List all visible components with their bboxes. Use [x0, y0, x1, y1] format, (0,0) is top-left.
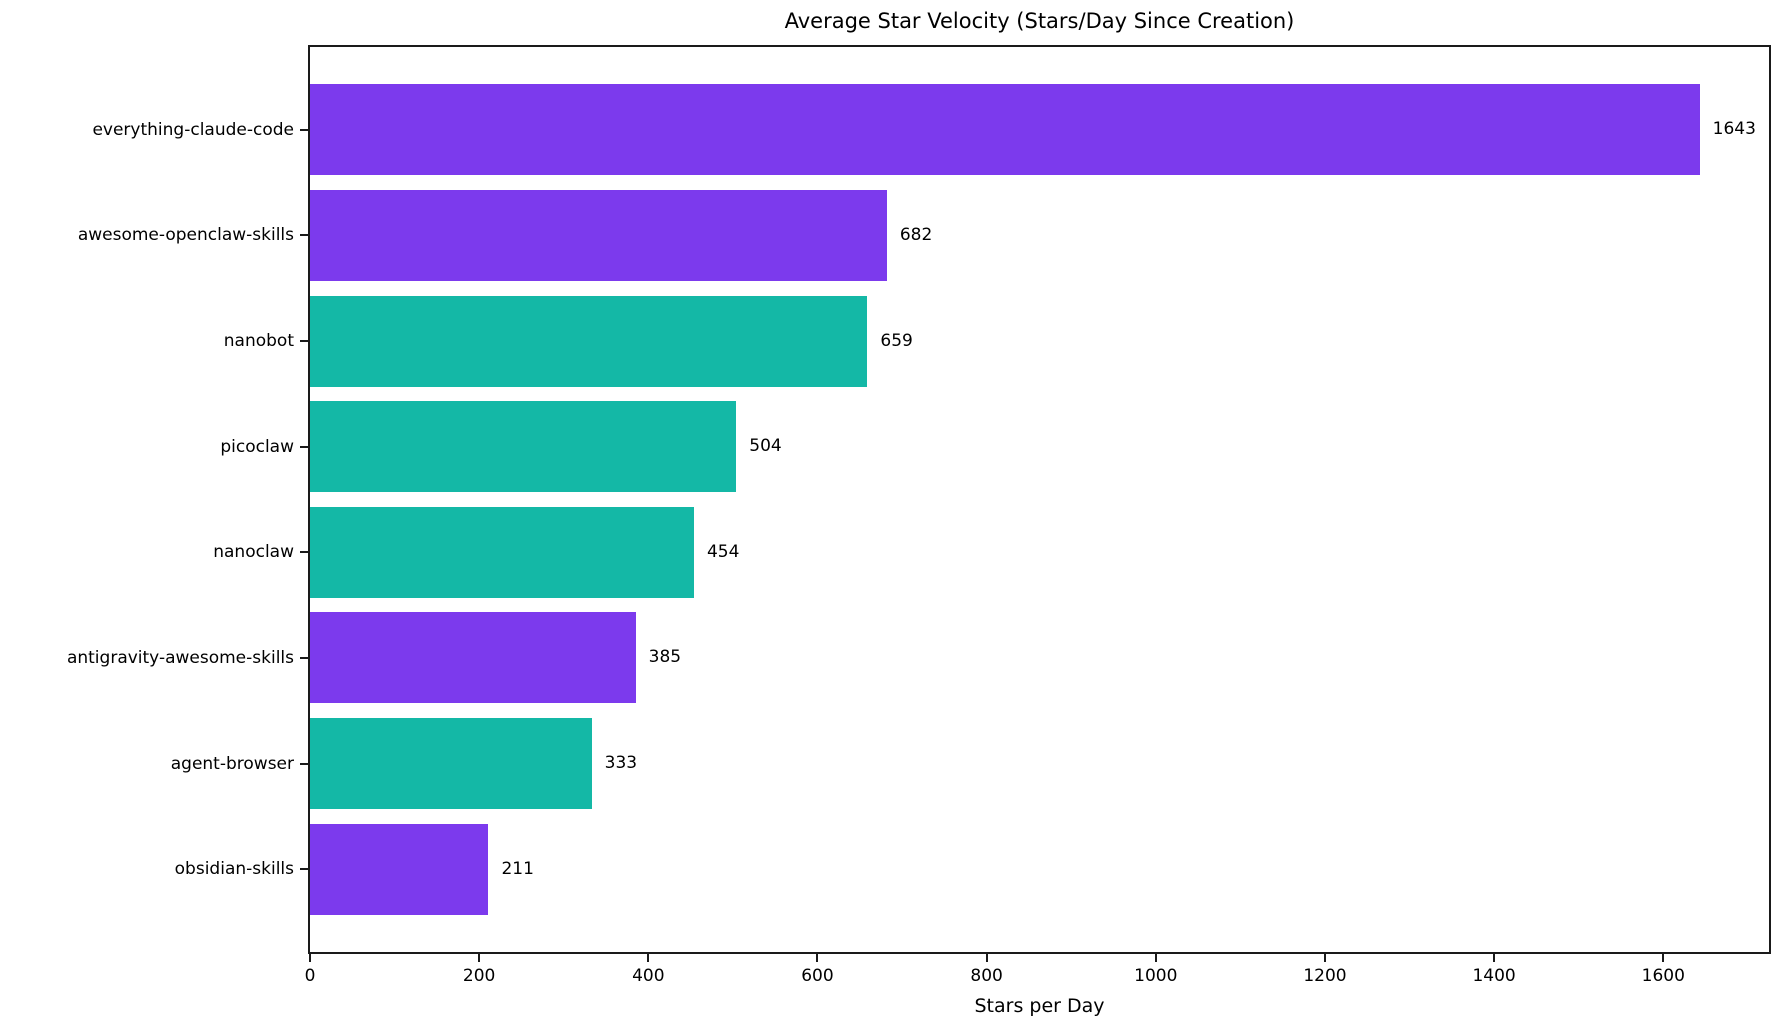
bar-awesome-openclaw-skills: [310, 189, 887, 281]
x-tick-mark: [1662, 954, 1665, 962]
y-tick-mark: [300, 445, 308, 448]
x-tick-label: 1400: [1472, 966, 1516, 986]
chart-title: Average Star Velocity (Stars/Day Since C…: [784, 9, 1295, 33]
bar-agent-browser: [310, 718, 592, 810]
x-tick-label: 1600: [1641, 966, 1685, 986]
x-tick-mark: [816, 954, 819, 962]
x-tick-label: 1000: [1134, 966, 1178, 986]
y-tick-mark: [300, 340, 308, 343]
x-tick-label: 200: [462, 966, 496, 986]
x-tick-mark: [478, 954, 481, 962]
y-tick-mark: [300, 234, 308, 237]
x-tick-label: 600: [801, 966, 834, 986]
bar-obsidian-skills: [310, 823, 489, 915]
x-tick-mark: [1154, 954, 1157, 962]
y-tick-label: obsidian-skills: [174, 859, 294, 880]
bar-nanoclaw: [310, 506, 694, 598]
y-tick-label: everything-claude-code: [92, 119, 294, 140]
y-tick-label: awesome-openclaw-skills: [77, 225, 294, 246]
y-tick-label: antigravity-awesome-skills: [66, 647, 294, 668]
bar-picoclaw: [310, 401, 737, 493]
bar-value-label: 682: [899, 224, 933, 245]
bar-value-label: 385: [648, 647, 682, 668]
bar-value-label: 1643: [1712, 119, 1756, 140]
x-axis-label: Stars per Day: [974, 995, 1105, 1017]
x-tick-mark: [647, 954, 650, 962]
x-tick-mark: [1493, 954, 1496, 962]
bar-value-label: 211: [501, 858, 534, 879]
y-tick-mark: [300, 551, 308, 554]
y-tick-label: nanobot: [223, 331, 294, 352]
y-tick-label: agent-browser: [170, 753, 294, 774]
bar-value-label: 333: [604, 753, 638, 774]
x-tick-label: 0: [304, 966, 316, 986]
x-tick-label: 1200: [1303, 966, 1347, 986]
bar-everything-claude-code: [310, 84, 1700, 176]
bar-value-label: 504: [749, 436, 782, 457]
x-tick-label: 400: [632, 966, 665, 986]
bar-antigravity-awesome-skills: [310, 612, 636, 704]
y-tick-label: picoclaw: [220, 436, 294, 457]
bar-value-label: 454: [706, 541, 740, 562]
y-tick-mark: [300, 128, 308, 131]
y-tick-mark: [300, 868, 308, 871]
x-tick-mark: [309, 954, 311, 962]
plot-area: 1643 682 659 504 454 385 333 211: [308, 45, 1771, 954]
y-tick-mark: [300, 656, 308, 659]
y-tick-mark: [300, 762, 308, 765]
x-tick-mark: [985, 954, 988, 962]
bar-nanobot: [310, 295, 868, 387]
y-tick-label: nanoclaw: [213, 542, 294, 563]
bar-value-label: 659: [880, 330, 913, 351]
x-tick-mark: [1323, 954, 1326, 962]
x-tick-label: 800: [970, 966, 1003, 986]
